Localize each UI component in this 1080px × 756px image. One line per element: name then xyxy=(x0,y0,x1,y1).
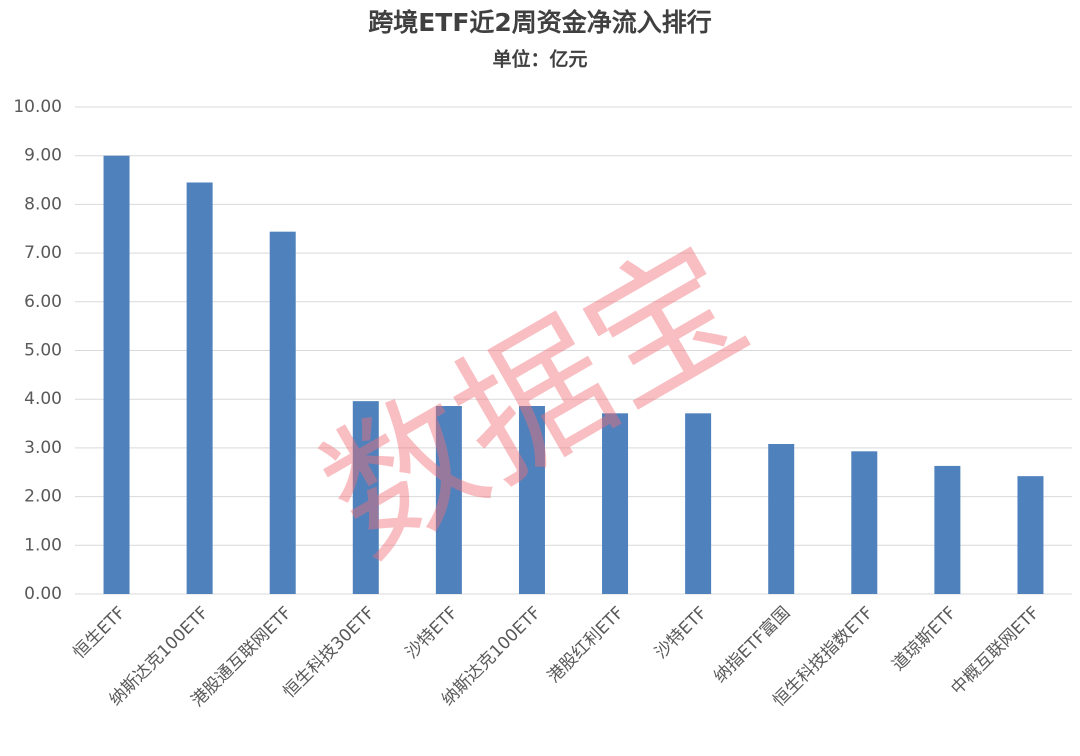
y-tick-label: 5.00 xyxy=(24,341,62,361)
bar xyxy=(269,231,296,594)
x-tick-label: 沙特ETF xyxy=(402,603,462,663)
x-tick-label: 沙特ETF xyxy=(651,603,711,663)
bar xyxy=(851,451,878,594)
x-tick-label: 恒生ETF xyxy=(70,603,130,663)
bar xyxy=(435,406,462,594)
x-tick-label: 纳指ETF富国 xyxy=(710,603,794,687)
bar xyxy=(518,406,545,594)
chart-subtitle: 单位：亿元 xyxy=(492,48,587,71)
y-tick-label: 2.00 xyxy=(24,487,62,507)
chart-title: 跨境ETF近2周资金净流入排行 xyxy=(368,8,712,37)
y-tick-label: 6.00 xyxy=(24,292,62,312)
y-tick-label: 10.00 xyxy=(13,97,62,117)
x-tick-label: 中概互联网ETF xyxy=(947,603,1043,699)
y-tick-label: 7.00 xyxy=(24,243,62,263)
x-tick-label: 道琼斯ETF xyxy=(888,603,960,675)
bar xyxy=(602,413,629,594)
bar xyxy=(186,182,213,595)
y-tick-label: 9.00 xyxy=(24,146,62,166)
bar xyxy=(1017,476,1044,594)
y-tick-label: 0.00 xyxy=(24,584,62,604)
y-tick-label: 8.00 xyxy=(24,194,62,214)
y-tick-label: 3.00 xyxy=(24,438,62,458)
bar xyxy=(685,413,712,594)
bar xyxy=(768,444,795,594)
y-tick-label: 1.00 xyxy=(24,535,62,555)
bar xyxy=(352,401,379,594)
bar xyxy=(103,155,130,594)
x-tick-label: 港股红利ETF xyxy=(544,603,628,687)
bar xyxy=(934,465,961,594)
y-tick-label: 4.00 xyxy=(24,389,62,409)
